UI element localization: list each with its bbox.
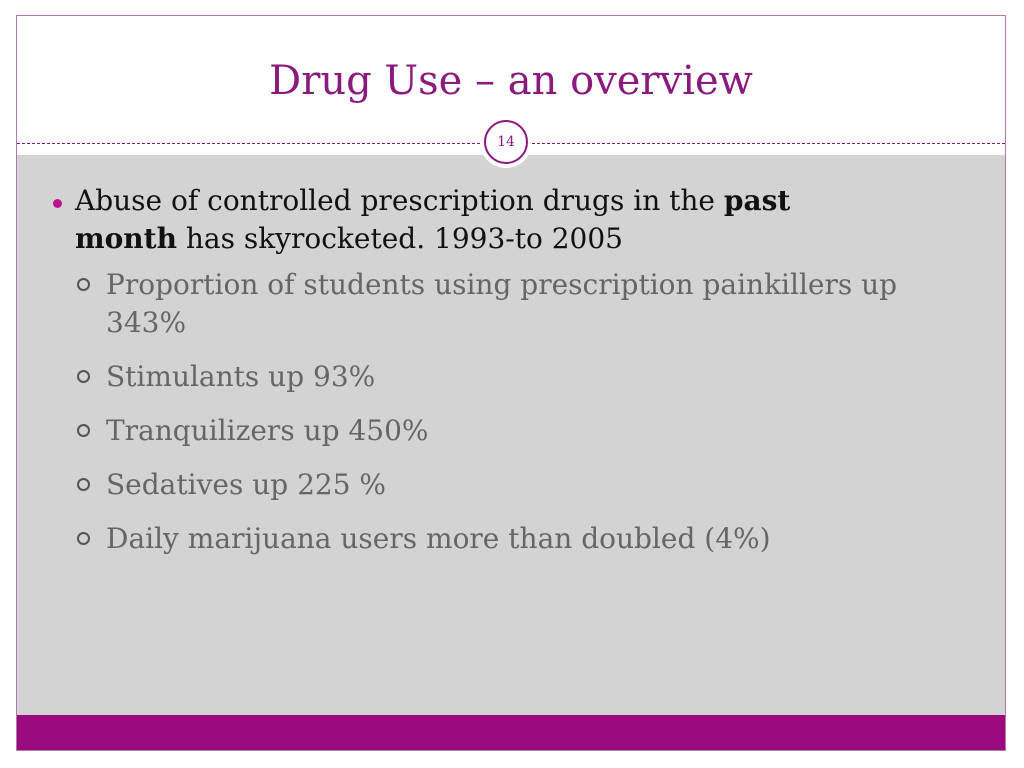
sub-bullet-list: Proportion of students using prescriptio… xyxy=(75,266,953,558)
sub-bullet-item: Stimulants up 93% xyxy=(75,358,953,396)
sub-bullet-item: Proportion of students using prescriptio… xyxy=(75,266,953,342)
main-bullet-item: Abuse of controlled prescription drugs i… xyxy=(53,182,953,558)
main-bullet-bold-past: past xyxy=(723,184,791,217)
sub-bullet-text: Tranquilizers up 450% xyxy=(106,414,429,447)
hollow-bullet-icon xyxy=(77,532,90,545)
hollow-bullet-icon xyxy=(77,478,90,491)
main-bullet-bold-month: month xyxy=(75,222,177,255)
sub-bullet-text: Stimulants up 93% xyxy=(106,360,376,393)
sub-bullet-item: Sedatives up 225 % xyxy=(75,466,953,504)
sub-bullet-text: Sedatives up 225 % xyxy=(106,468,387,501)
footer-bar xyxy=(17,715,1005,750)
slide-number-badge: 14 xyxy=(484,120,528,164)
slide-title: Drug Use – an overview xyxy=(269,58,753,104)
sub-bullet-item: Tranquilizers up 450% xyxy=(75,412,953,450)
bullet-list: Abuse of controlled prescription drugs i… xyxy=(53,182,953,574)
sub-bullet-text: Daily marijuana users more than doubled … xyxy=(106,522,771,555)
hollow-bullet-icon xyxy=(77,424,90,437)
slide: Drug Use – an overview 14 Abuse of contr… xyxy=(16,15,1006,751)
hollow-bullet-icon xyxy=(77,370,90,383)
main-bullet-text-before: Abuse of controlled prescription drugs i… xyxy=(75,184,724,217)
main-bullet-text-after: has skyrocketed. 1993-to 2005 xyxy=(176,222,623,255)
sub-bullet-item: Daily marijuana users more than doubled … xyxy=(75,520,953,558)
hollow-bullet-icon xyxy=(77,278,90,291)
content-area xyxy=(17,155,1005,715)
filled-bullet-icon xyxy=(53,199,62,208)
sub-bullet-text: Proportion of students using prescriptio… xyxy=(106,268,898,339)
